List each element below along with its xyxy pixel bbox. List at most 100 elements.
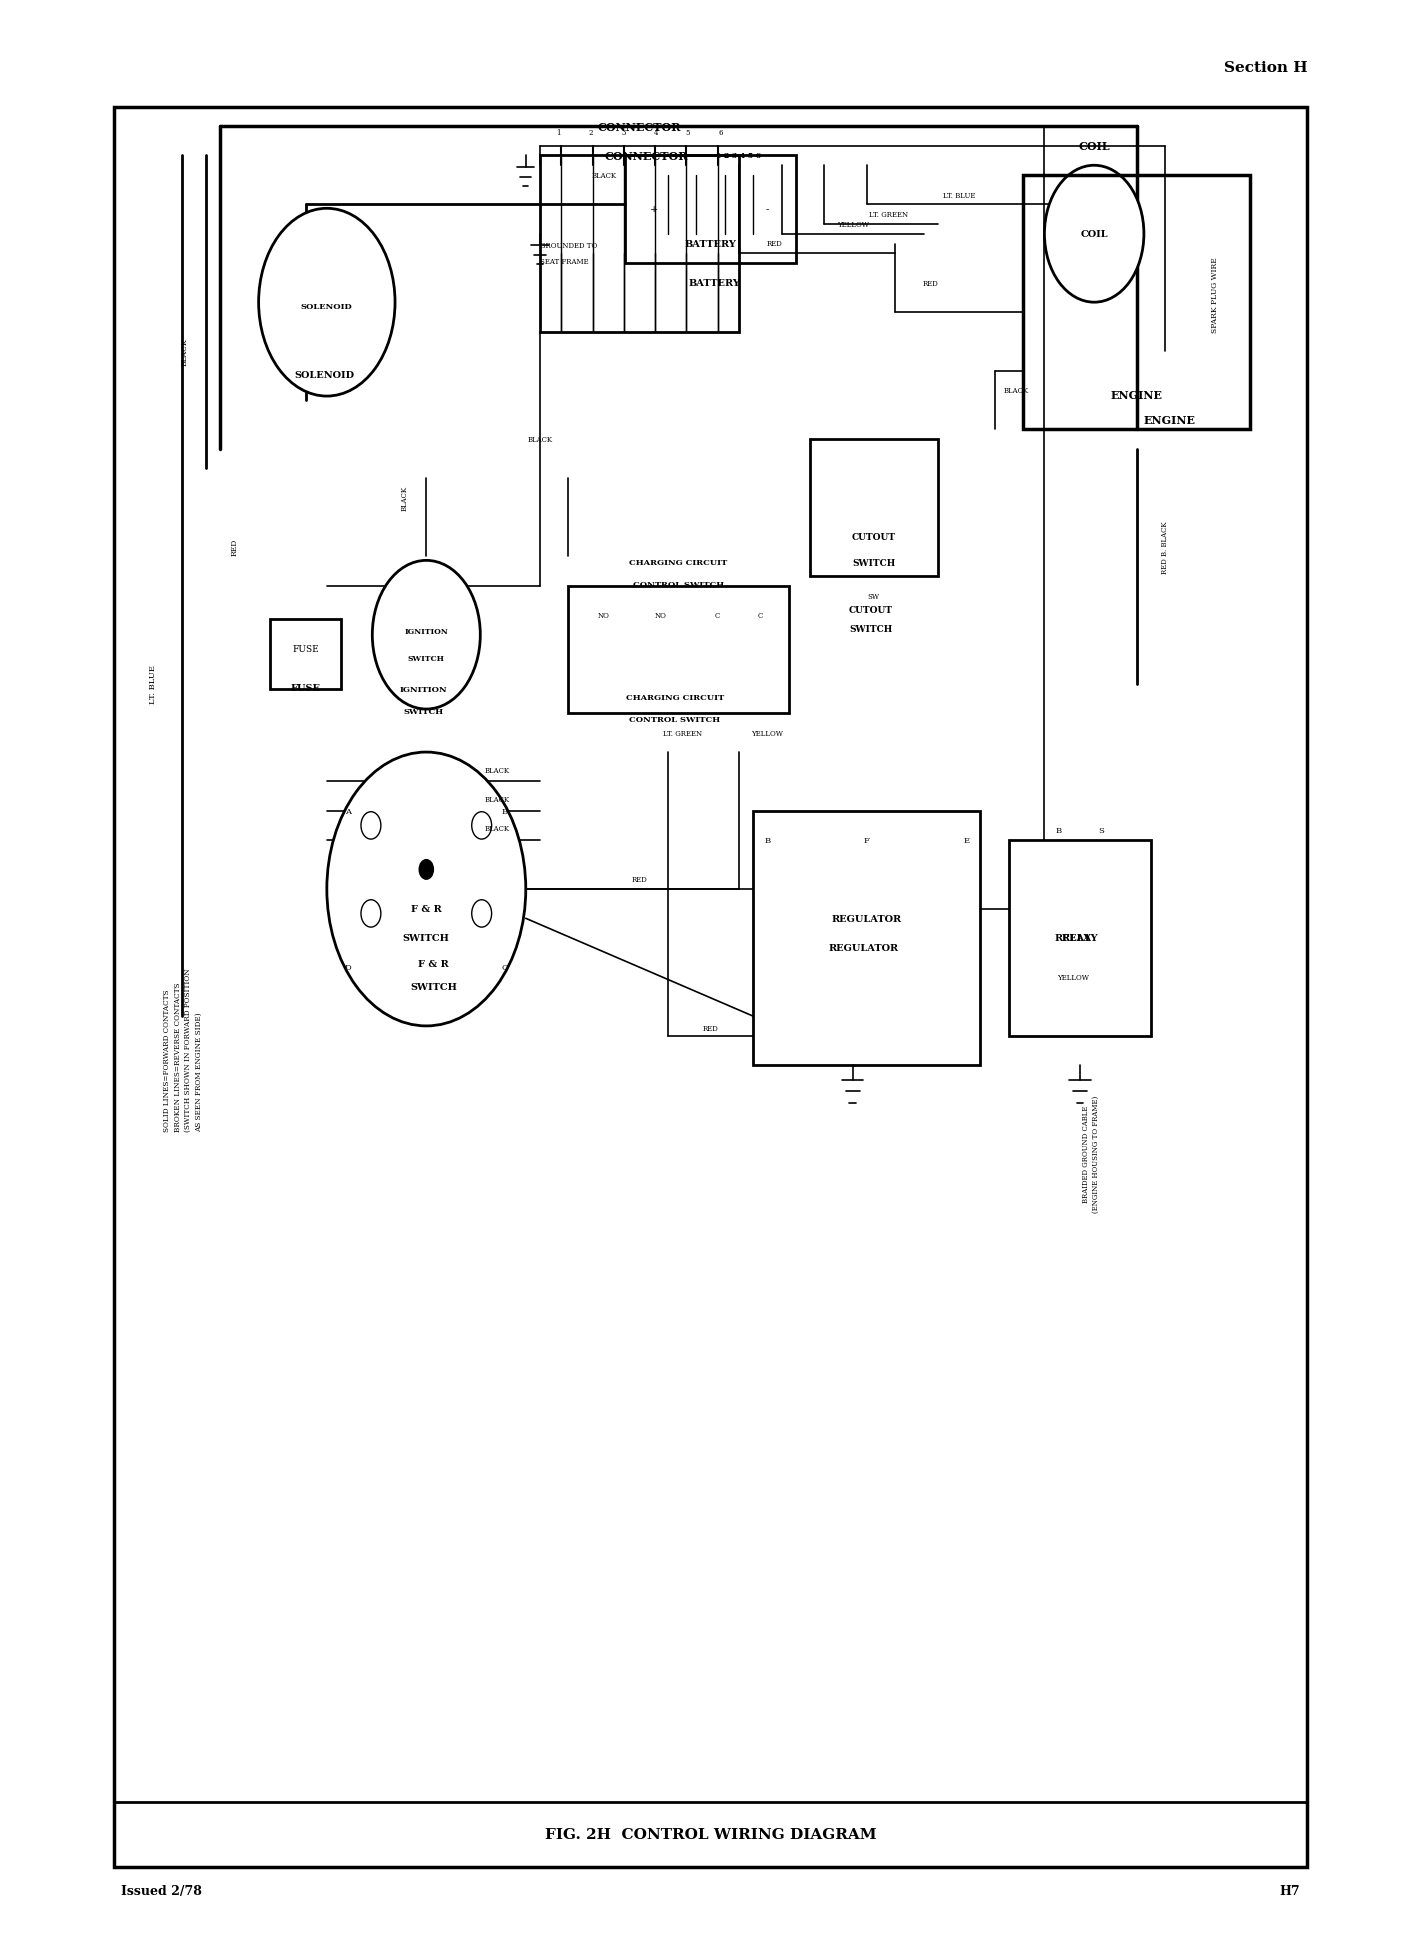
Text: S: S	[1098, 827, 1104, 835]
Text: BLACK: BLACK	[485, 766, 510, 774]
Text: LT. GREEN: LT. GREEN	[868, 211, 908, 219]
Text: IGNITION: IGNITION	[405, 628, 448, 635]
Text: BLACK: BLACK	[527, 436, 553, 444]
Text: SOLENOID: SOLENOID	[301, 303, 352, 311]
Circle shape	[419, 860, 433, 880]
Text: CONNECTOR: CONNECTOR	[598, 121, 681, 133]
Text: 6: 6	[718, 129, 723, 137]
Text: F & R: F & R	[418, 960, 449, 968]
Text: C: C	[502, 964, 507, 972]
Text: NO: NO	[598, 612, 610, 620]
Text: ENGINE: ENGINE	[1111, 389, 1162, 401]
Text: BLACK: BLACK	[485, 825, 510, 833]
Text: -: -	[766, 205, 769, 213]
Text: RELAY: RELAY	[1054, 934, 1091, 942]
Text: SEAT FRAME: SEAT FRAME	[540, 258, 588, 266]
Text: Issued 2/78: Issued 2/78	[121, 1885, 202, 1896]
Text: BLACK: BLACK	[180, 338, 189, 366]
Text: RED: RED	[702, 1024, 719, 1032]
Text: SWITCH: SWITCH	[850, 626, 892, 633]
Text: BATTERY: BATTERY	[689, 280, 740, 287]
Text: SOLID LINES=FORWARD CONTACTS
BROKEN LINES=REVERSE CONTACTS
(SWITCH SHOWN IN FORW: SOLID LINES=FORWARD CONTACTS BROKEN LINE…	[163, 968, 203, 1132]
Text: A: A	[345, 807, 351, 815]
Text: B: B	[764, 837, 770, 845]
Text: RED: RED	[922, 280, 939, 287]
Circle shape	[327, 753, 526, 1026]
Text: SWITCH: SWITCH	[853, 559, 895, 567]
Text: BLACK: BLACK	[485, 796, 510, 804]
Text: 4: 4	[654, 129, 658, 137]
Text: GROUNDED TO: GROUNDED TO	[540, 242, 597, 250]
Text: RELAY: RELAY	[1061, 934, 1098, 942]
Text: SWITCH: SWITCH	[408, 655, 445, 663]
Text: 3: 3	[621, 129, 625, 137]
Text: LT. BLUE: LT. BLUE	[149, 665, 158, 704]
Text: SWITCH: SWITCH	[411, 983, 456, 991]
Text: NO: NO	[655, 612, 666, 620]
Text: BLACK: BLACK	[401, 487, 409, 510]
Text: FUSE: FUSE	[290, 684, 321, 692]
Text: F & R: F & R	[411, 905, 442, 913]
Bar	[540, 156, 739, 332]
Bar	[625, 156, 796, 264]
Text: RED: RED	[230, 540, 239, 555]
Text: CONTROL SWITCH: CONTROL SWITCH	[632, 581, 725, 588]
Text: COIL: COIL	[1079, 141, 1110, 152]
Text: CUTOUT: CUTOUT	[853, 534, 895, 542]
Text: CUTOUT: CUTOUT	[850, 606, 892, 614]
Text: E: E	[963, 837, 969, 845]
Circle shape	[361, 813, 381, 841]
Bar	[753, 811, 980, 1065]
Text: SOLENOID: SOLENOID	[294, 371, 354, 379]
Text: CHARGING CIRCUIT: CHARGING CIRCUIT	[625, 694, 725, 702]
Text: RED: RED	[766, 240, 783, 248]
Text: 1: 1	[556, 129, 561, 137]
Text: BATTERY: BATTERY	[685, 240, 736, 248]
Text: YELLOW: YELLOW	[837, 221, 868, 229]
Text: SPARK PLUG WIRE: SPARK PLUG WIRE	[1211, 256, 1219, 332]
Circle shape	[372, 561, 480, 710]
Text: YELLOW: YELLOW	[752, 729, 783, 737]
Text: 1 2 3 4 5 6: 1 2 3 4 5 6	[716, 152, 762, 160]
Bar	[1009, 841, 1151, 1036]
Text: H7: H7	[1279, 1885, 1300, 1896]
Circle shape	[472, 813, 492, 841]
Text: BLACK: BLACK	[1003, 387, 1029, 395]
Text: FIG. 2H  CONTROL WIRING DIAGRAM: FIG. 2H CONTROL WIRING DIAGRAM	[544, 1826, 877, 1842]
Text: CHARGING CIRCUIT: CHARGING CIRCUIT	[630, 559, 728, 567]
Text: BRAIDED GROUND CABLE
(ENGINE HOUSING TO FRAME): BRAIDED GROUND CABLE (ENGINE HOUSING TO …	[1083, 1095, 1100, 1212]
Text: 5: 5	[686, 129, 691, 137]
Text: C: C	[715, 612, 720, 620]
Text: +: +	[649, 205, 658, 213]
Text: SWITCH: SWITCH	[404, 708, 443, 716]
Text: LT. BLUE: LT. BLUE	[944, 192, 975, 199]
Text: D: D	[345, 964, 351, 972]
Text: F: F	[864, 837, 870, 845]
Circle shape	[361, 899, 381, 929]
Text: 2: 2	[588, 129, 593, 137]
Text: LT. GREEN: LT. GREEN	[662, 729, 702, 737]
Bar	[568, 586, 789, 714]
Text: SWITCH: SWITCH	[404, 934, 449, 942]
Circle shape	[472, 899, 492, 929]
Text: COIL: COIL	[1080, 231, 1108, 239]
Text: Section H: Section H	[1223, 61, 1307, 76]
Text: CONNECTOR: CONNECTOR	[605, 151, 688, 162]
Text: B: B	[1056, 827, 1061, 835]
Text: BLACK: BLACK	[591, 172, 617, 180]
Text: C: C	[757, 612, 763, 620]
Text: IGNITION: IGNITION	[399, 686, 448, 694]
Text: FUSE: FUSE	[293, 645, 318, 653]
Text: REGULATOR: REGULATOR	[831, 915, 902, 923]
Text: RED B. BLACK: RED B. BLACK	[1161, 522, 1169, 573]
Bar	[810, 440, 938, 577]
Text: RED: RED	[631, 876, 648, 884]
Text: B: B	[502, 807, 507, 815]
Bar	[114, 108, 1307, 1867]
Bar	[270, 620, 341, 690]
Circle shape	[259, 209, 395, 397]
Text: YELLOW: YELLOW	[1057, 974, 1088, 981]
Text: CONTROL SWITCH: CONTROL SWITCH	[630, 716, 720, 723]
Text: ENGINE: ENGINE	[1144, 414, 1196, 426]
Bar	[1023, 176, 1250, 430]
